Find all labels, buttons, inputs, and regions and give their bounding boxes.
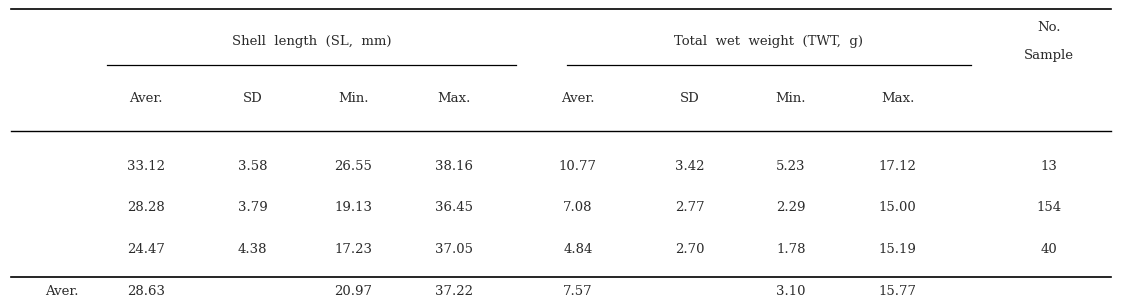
Text: 7.08: 7.08 (563, 201, 592, 214)
Text: 19.13: 19.13 (334, 201, 373, 214)
Text: Total  wet  weight  (TWT,  g): Total wet weight (TWT, g) (674, 35, 863, 48)
Text: Min.: Min. (775, 92, 807, 105)
Text: Aver.: Aver. (561, 92, 595, 105)
Text: 37.05: 37.05 (435, 243, 473, 256)
Text: 36.45: 36.45 (435, 201, 473, 214)
Text: 7.57: 7.57 (563, 285, 592, 298)
Text: 10.77: 10.77 (559, 160, 597, 173)
Text: Sample: Sample (1024, 49, 1074, 62)
Text: SD: SD (242, 92, 263, 105)
Text: Aver.: Aver. (129, 92, 163, 105)
Text: 5.23: 5.23 (776, 160, 806, 173)
Text: 2.77: 2.77 (675, 201, 705, 214)
Text: Max.: Max. (881, 92, 914, 105)
Text: 4.38: 4.38 (238, 243, 267, 256)
Text: 15.00: 15.00 (879, 201, 917, 214)
Text: 2.70: 2.70 (675, 243, 705, 256)
Text: 3.58: 3.58 (238, 160, 267, 173)
Text: Aver.: Aver. (45, 285, 79, 298)
Text: 13: 13 (1040, 160, 1058, 173)
Text: 17.12: 17.12 (879, 160, 917, 173)
Text: 37.22: 37.22 (435, 285, 473, 298)
Text: 28.63: 28.63 (127, 285, 165, 298)
Text: Shell  length  (SL,  mm): Shell length (SL, mm) (232, 35, 392, 48)
Text: 3.42: 3.42 (675, 160, 705, 173)
Text: 38.16: 38.16 (435, 160, 473, 173)
Text: 28.28: 28.28 (127, 201, 165, 214)
Text: 33.12: 33.12 (127, 160, 165, 173)
Text: 26.55: 26.55 (334, 160, 373, 173)
Text: 3.10: 3.10 (776, 285, 806, 298)
Text: 3.79: 3.79 (238, 201, 267, 214)
Text: 20.97: 20.97 (334, 285, 373, 298)
Text: 2.29: 2.29 (776, 201, 806, 214)
Text: 15.77: 15.77 (879, 285, 917, 298)
Text: 17.23: 17.23 (334, 243, 373, 256)
Text: 1.78: 1.78 (776, 243, 806, 256)
Text: 24.47: 24.47 (127, 243, 165, 256)
Text: SD: SD (680, 92, 700, 105)
Text: 154: 154 (1037, 201, 1061, 214)
Text: 40: 40 (1041, 243, 1057, 256)
Text: Max.: Max. (438, 92, 471, 105)
Text: Min.: Min. (338, 92, 369, 105)
Text: 4.84: 4.84 (563, 243, 592, 256)
Text: No.: No. (1038, 21, 1060, 34)
Text: 15.19: 15.19 (879, 243, 917, 256)
